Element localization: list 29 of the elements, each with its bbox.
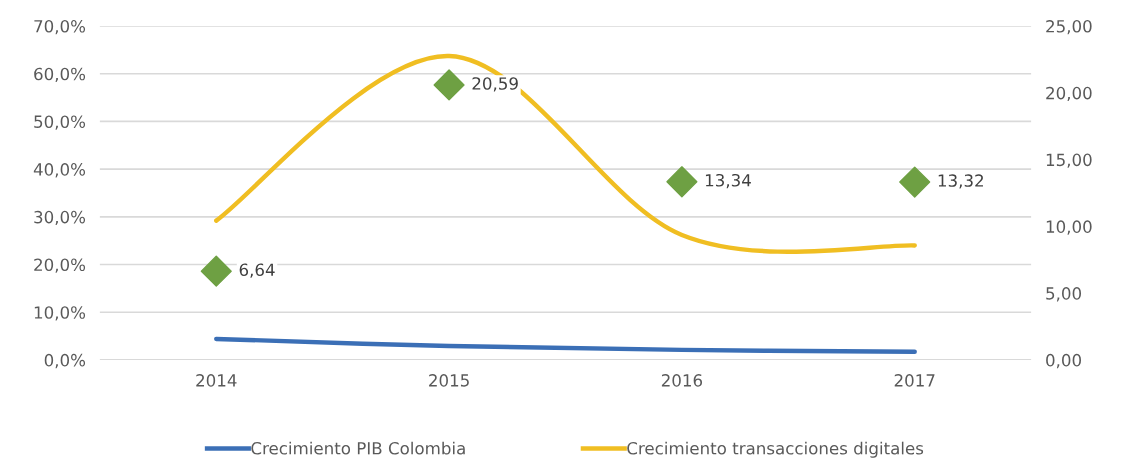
x-tick-label: 2014 xyxy=(196,374,237,387)
y2-tick-label: 10,00 xyxy=(1046,220,1092,235)
y-tick-label: 20,0% xyxy=(34,258,86,273)
x-tick-label: 2016 xyxy=(661,374,703,387)
data-label: 6,64 xyxy=(239,263,275,278)
point xyxy=(899,166,931,198)
y2-tick-label: 15,00 xyxy=(1046,153,1092,168)
legend-label: Crecimiento transacciones digitales xyxy=(627,441,924,458)
y-tick-label: 70,0% xyxy=(34,20,86,35)
y-tick-label: 50,0% xyxy=(34,115,86,130)
y-tick-label: 40,0% xyxy=(33,163,86,178)
line-series xyxy=(214,336,917,355)
x-tick-label: 2017 xyxy=(894,374,935,387)
y2-tick-label: 20,00 xyxy=(1046,86,1092,102)
point xyxy=(433,69,465,101)
legend-label: Crecimiento PIB Colombia xyxy=(251,441,465,455)
data-label: 13,34 xyxy=(705,173,751,189)
data-label: 20,59 xyxy=(472,77,518,92)
data-label: 13,32 xyxy=(938,174,983,189)
y-tick-label: 10,0% xyxy=(34,306,86,321)
y-tick-label: 0,0% xyxy=(44,353,86,369)
y2-tick-label: 5,00 xyxy=(1046,287,1082,302)
x-tick-label: 2015 xyxy=(429,374,469,387)
point xyxy=(666,166,698,198)
y-tick-label: 60,0% xyxy=(34,67,86,83)
y2-tick-label: 25,00 xyxy=(1046,20,1092,35)
y2-tick-label: 0,00 xyxy=(1046,353,1082,369)
point xyxy=(200,255,232,287)
y-tick-label: 30,0% xyxy=(34,210,86,226)
